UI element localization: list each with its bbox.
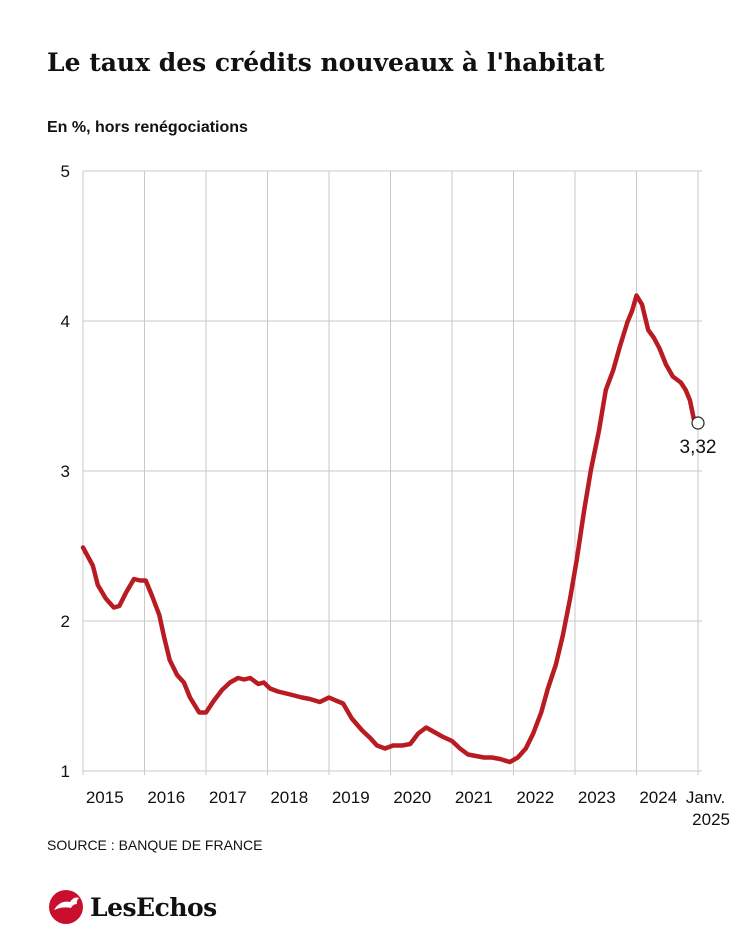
x-tick-label: 2020	[393, 788, 431, 807]
logo-text: LesEchos	[90, 893, 217, 922]
x-tick-label: 2015	[86, 788, 124, 807]
data-label: 3,32	[680, 437, 717, 458]
y-tick-label: 2	[61, 612, 70, 631]
chart-title: Le taux des crédits nouveaux à l'habitat	[47, 48, 605, 77]
chart-subtitle: En %, hors renégociations	[47, 119, 248, 136]
x-tick-label: 2024	[639, 788, 677, 807]
x-tick-label: Janv. 2025	[686, 788, 730, 829]
line	[80, 293, 701, 765]
y-tick-label: 4	[61, 312, 70, 331]
x-tick-label: 2018	[270, 788, 308, 807]
end-marker	[691, 416, 705, 430]
y-tick-label: 5	[61, 162, 70, 181]
y-tick-label: 1	[61, 762, 70, 781]
x-tick-label: 2017	[209, 788, 247, 807]
logo-icon	[49, 890, 83, 924]
x-tick-label: 2022	[516, 788, 554, 807]
x-tick-label: 2021	[455, 788, 493, 807]
x-tick-label: 2019	[332, 788, 370, 807]
x-tick-label: 2023	[578, 788, 616, 807]
source: SOURCE : BANQUE DE FRANCE	[47, 837, 262, 853]
y-tick-label: 3	[61, 462, 70, 481]
x-tick-label: 2016	[147, 788, 185, 807]
grid	[82, 170, 702, 775]
